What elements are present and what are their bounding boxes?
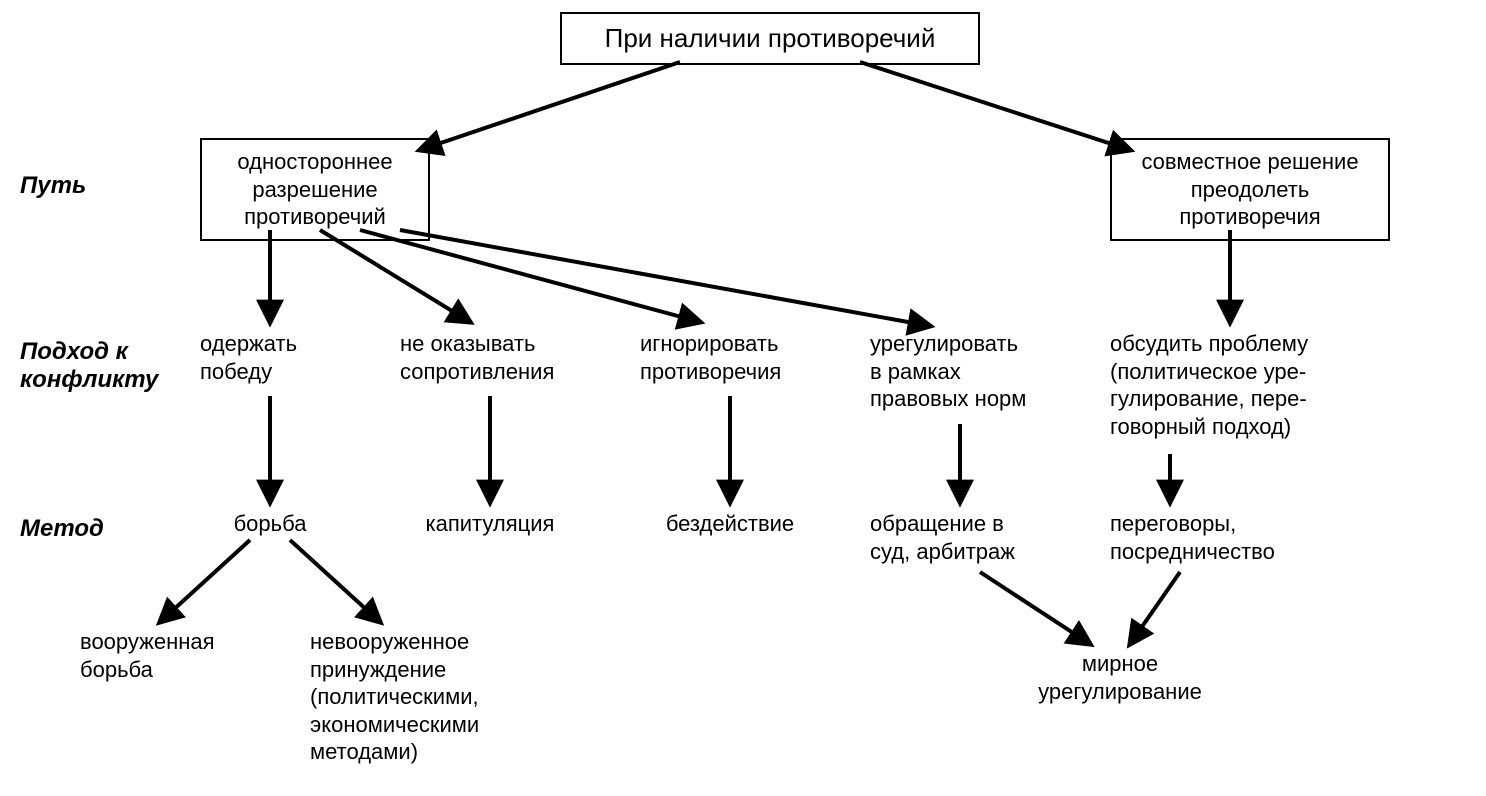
edge-12 <box>160 540 250 622</box>
edge-15 <box>1130 572 1180 644</box>
edge-1 <box>860 62 1130 150</box>
node-root: При наличии противоречий <box>560 12 980 65</box>
flowchart-canvas: Путь Подход к конфликту Метод При наличии п… <box>0 0 1486 796</box>
edge-5 <box>400 230 930 326</box>
edge-0 <box>420 62 680 150</box>
node-out-armed: вооруженная борьба <box>80 628 270 688</box>
edge-4 <box>360 230 700 322</box>
row-label-lbl-path: Путь <box>20 172 86 200</box>
node-meth-idle: бездействие <box>640 510 820 540</box>
node-path-joint: совместное решение преодолеть противореч… <box>1110 138 1390 241</box>
node-appr-disc: обсудить проблему (политическое уре- гул… <box>1110 330 1410 450</box>
row-label-lbl-method: Метод <box>20 515 104 543</box>
node-out-unarmed: невооруженное принуждение (политическими… <box>310 628 570 778</box>
node-appr-ign: игнорировать противоречия <box>640 330 840 390</box>
edge-13 <box>290 540 380 622</box>
node-appr-noopp: не оказывать сопротивления <box>400 330 610 390</box>
node-out-peace: мирное урегулирование <box>1000 650 1240 710</box>
edge-3 <box>320 230 470 322</box>
row-label-lbl-appr: Подход к конфликту <box>20 338 158 394</box>
edge-14 <box>980 572 1090 644</box>
node-meth-court: обращение в суд, арбитраж <box>870 510 1080 570</box>
node-meth-fight: борьба <box>210 510 330 540</box>
node-appr-law: урегулировать в рамках правовых норм <box>870 330 1090 420</box>
node-appr-win: одержать победу <box>200 330 370 390</box>
node-meth-cap: капитуляция <box>400 510 580 540</box>
node-meth-neg: переговоры, посредничество <box>1110 510 1350 570</box>
node-path-uni: одностороннее разрешение противоречий <box>200 138 430 241</box>
